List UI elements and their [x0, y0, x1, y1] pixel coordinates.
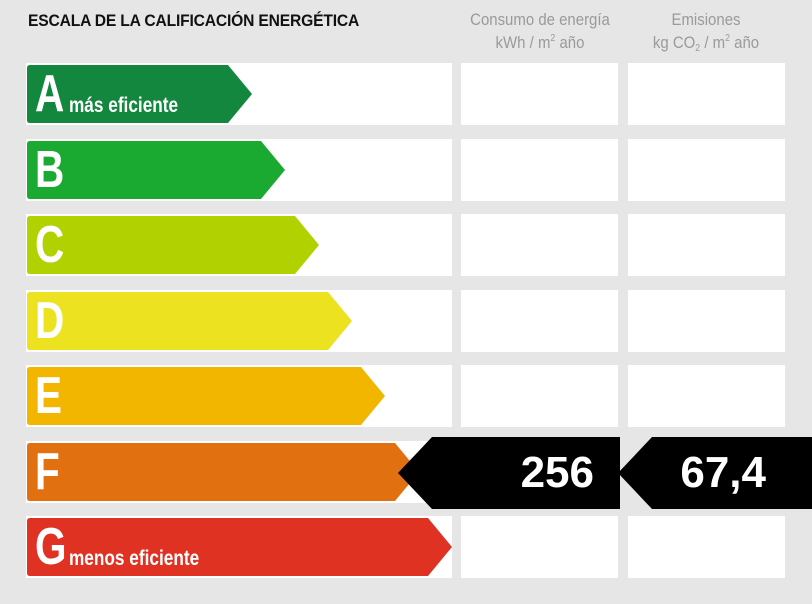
- consumo-cell-c: [461, 214, 618, 276]
- column-header-consumo: Consumo de energía kWh / m2 año: [459, 8, 621, 54]
- consumo-header-line1: Consumo de energía: [470, 10, 610, 29]
- column-header-emisiones: Emisiones kg CO2 / m2 año: [630, 8, 781, 54]
- class-row-b: B: [26, 139, 452, 201]
- class-row-c: C: [26, 214, 452, 276]
- emisiones-header-line1: Emisiones: [671, 10, 741, 29]
- page-title: ESCALA DE LA CALIFICACIÓN ENERGÉTICA: [28, 11, 360, 30]
- class-letter: D: [35, 292, 65, 350]
- consumo-cell-d: [461, 290, 618, 352]
- class-letter: E: [35, 367, 63, 425]
- class-letter: A: [35, 65, 65, 123]
- class-row-f: F: [26, 441, 452, 503]
- emisiones-indicator: 67,4: [618, 437, 812, 509]
- class-letter: B: [35, 141, 65, 199]
- emisiones-cell-d: [628, 290, 785, 352]
- emisiones-cell-g: [628, 516, 785, 578]
- emisiones-cell-a: [628, 63, 785, 125]
- consumo-cell-g: [461, 516, 618, 578]
- consumo-cell-e: [461, 365, 618, 427]
- emisiones-cell-b: [628, 139, 785, 201]
- class-bar-f: F: [26, 442, 421, 502]
- class-letter: F: [35, 443, 60, 501]
- consumo-cell-a: [461, 63, 618, 125]
- consumo-indicator-value: 256: [520, 448, 594, 497]
- class-bar-d: D: [26, 291, 354, 351]
- class-bar-b: B: [26, 140, 287, 200]
- consumo-indicator: 256: [398, 437, 620, 509]
- class-bar-c: C: [26, 215, 321, 275]
- emisiones-header-unit: kg CO2 / m2 año: [652, 33, 760, 54]
- emisiones-cell-e: [628, 365, 785, 427]
- class-letter: G: [35, 518, 67, 576]
- consumo-header-unit: kWh / m2 año: [495, 33, 585, 52]
- emisiones-cell-c: [628, 214, 785, 276]
- class-row-d: D: [26, 290, 452, 352]
- class-label: más eficiente: [69, 94, 179, 117]
- consumo-cell-b: [461, 139, 618, 201]
- emisiones-indicator-value: 67,4: [680, 448, 766, 497]
- class-row-e: E: [26, 365, 452, 427]
- class-bar-e: E: [26, 366, 387, 426]
- class-label: menos eficiente: [69, 547, 200, 570]
- class-letter: C: [35, 216, 65, 274]
